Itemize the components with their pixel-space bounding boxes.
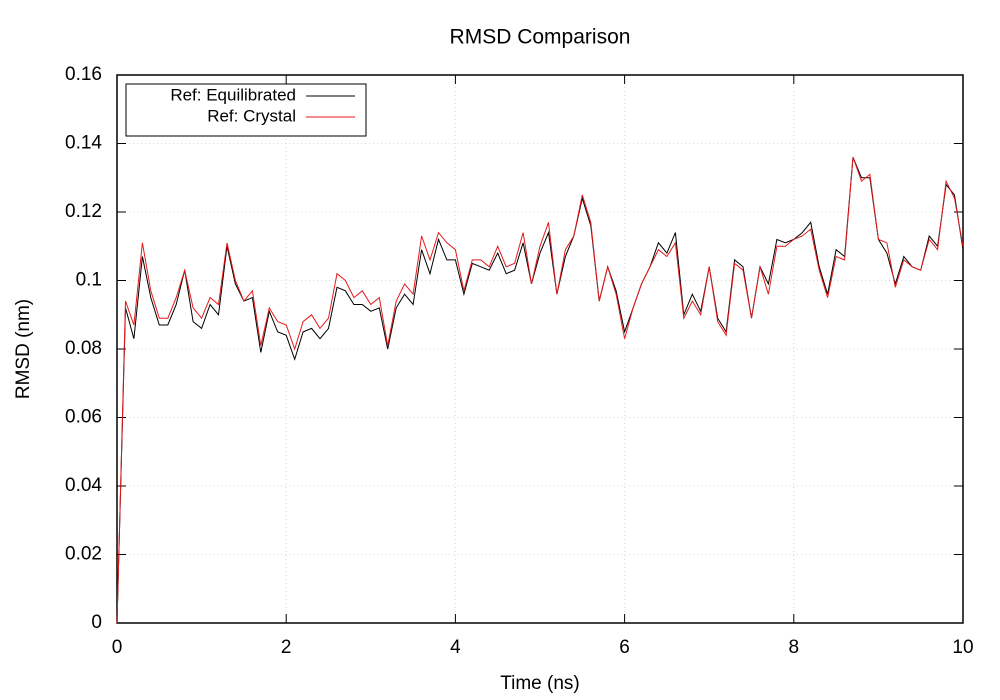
y-tick-label: 0.14 [65, 133, 102, 154]
x-axis-label: Time (ns) [500, 673, 580, 694]
legend-label: Ref: Crystal [207, 106, 296, 125]
y-tick-label: 0.16 [65, 64, 102, 85]
x-tick-label: 10 [952, 637, 973, 658]
x-tick-label: 4 [450, 637, 461, 658]
y-tick-label: 0.08 [65, 338, 102, 359]
y-tick-label: 0.1 [76, 270, 102, 291]
y-tick-label: 0 [91, 612, 102, 633]
x-tick-label: 0 [112, 637, 123, 658]
y-axis-label: RMSD (nm) [13, 299, 34, 399]
y-tick-label: 0.04 [65, 475, 102, 496]
x-tick-label: 6 [619, 637, 630, 658]
y-tick-label: 0.02 [65, 544, 102, 565]
chart-title: RMSD Comparison [450, 26, 631, 49]
legend-label: Ref: Equilibrated [170, 85, 296, 104]
legend-box [125, 83, 367, 137]
y-tick-label: 0.06 [65, 407, 102, 428]
x-tick-label: 2 [281, 637, 292, 658]
plot-frame [116, 74, 964, 624]
y-tick-label: 0.12 [65, 201, 102, 222]
data-line [116, 157, 964, 624]
x-tick-label: 8 [789, 637, 800, 658]
data-line [116, 157, 964, 624]
